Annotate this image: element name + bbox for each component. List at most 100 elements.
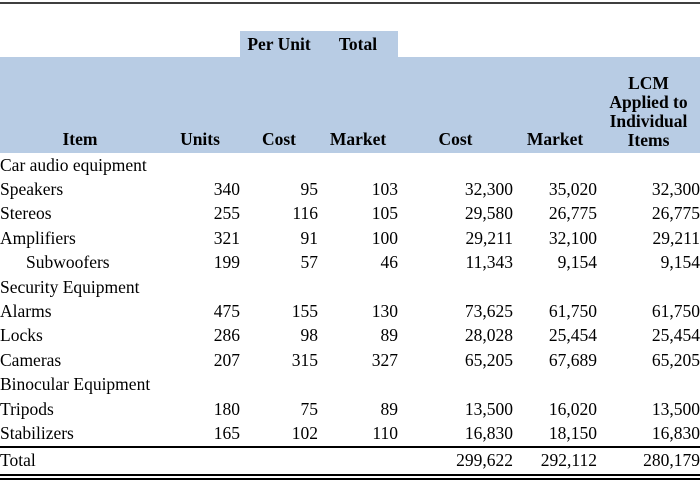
total-cost-value: 299,622 xyxy=(398,445,513,480)
value-cell xyxy=(398,275,513,299)
value-cell: 207 xyxy=(213,349,240,370)
value-cell: 180 xyxy=(213,398,240,419)
value-cell: 98 xyxy=(300,325,319,346)
total-label: Total xyxy=(0,445,160,480)
value-cell: 321 xyxy=(213,227,240,248)
top-rule-line xyxy=(0,2,700,4)
value-cell: 9,154 xyxy=(557,252,597,273)
value-cell xyxy=(160,275,240,299)
value-cell xyxy=(160,445,240,480)
item-row: Locks 286 98 89 28,028 25,454 25,454 xyxy=(0,324,700,348)
section-label: Security Equipment xyxy=(0,276,140,297)
item-label: Locks xyxy=(0,325,43,346)
value-cell: 26,775 xyxy=(548,203,597,224)
section-row: Security Equipment xyxy=(0,275,700,299)
value-cell: 11,343 xyxy=(465,252,513,273)
value-cell: 327 xyxy=(371,349,398,370)
band-spacer xyxy=(160,31,240,57)
value-cell: 18,150 xyxy=(548,422,597,443)
item-label: Alarms xyxy=(0,301,52,322)
value-cell: 75 xyxy=(300,398,319,419)
item-row: Tripods 180 75 89 13,500 16,020 13,500 xyxy=(0,397,700,421)
value-cell xyxy=(513,373,597,397)
value-cell: 25,454 xyxy=(651,325,700,346)
lcm-header-line: Applied to xyxy=(609,92,688,112)
item-row: Stabilizers 165 102 110 16,830 18,150 16,830 xyxy=(0,421,700,446)
value-cell: 91 xyxy=(300,227,319,248)
value-cell: 286 xyxy=(213,325,240,346)
value-cell: 61,750 xyxy=(548,301,597,322)
header-row: Item Units Cost Market Cost Market LCM A… xyxy=(0,57,700,153)
value-cell: 89 xyxy=(380,325,399,346)
col-header-cost-total: Cost xyxy=(398,57,513,153)
value-cell: 255 xyxy=(213,203,240,224)
col-header-market-total: Market xyxy=(513,57,597,153)
value-cell: 13,500 xyxy=(651,398,700,419)
value-cell: 116 xyxy=(292,203,318,224)
value-cell: 130 xyxy=(371,301,398,322)
value-cell xyxy=(318,373,398,397)
value-cell: 29,580 xyxy=(464,203,513,224)
value-cell: 13,500 xyxy=(464,398,513,419)
value-cell: 65,205 xyxy=(651,349,700,370)
item-row: Stereos 255 116 105 29,580 26,775 26,775 xyxy=(0,202,700,226)
value-cell: 16,020 xyxy=(548,398,597,419)
band-spacer xyxy=(398,31,513,57)
value-cell: 35,020 xyxy=(548,179,597,200)
value-cell: 155 xyxy=(291,301,318,322)
lcm-inventory-table: Per Unit Total Item Units Cost Market Co… xyxy=(0,31,700,480)
table-body: Car audio equipment Speakers 340 95 103 32,30… xyxy=(0,153,700,480)
item-label: Tripods xyxy=(0,398,54,419)
item-row: Cameras 207 315 327 65,205 67,689 65,205 xyxy=(0,348,700,372)
item-label: Subwoofers xyxy=(26,252,110,273)
item-label: Stabilizers xyxy=(0,422,74,443)
value-cell xyxy=(160,373,240,397)
col-header-item: Item xyxy=(0,57,160,153)
section-row: Binocular Equipment xyxy=(0,373,700,397)
value-cell xyxy=(597,275,700,299)
band-row: Per Unit Total xyxy=(0,31,700,57)
value-cell: 315 xyxy=(291,349,318,370)
value-cell: 89 xyxy=(380,398,399,419)
col-header-market-per-unit: Market xyxy=(318,57,398,153)
item-row: Amplifiers 321 91 100 29,211 32,100 29,211 xyxy=(0,226,700,250)
value-cell: 28,028 xyxy=(464,325,513,346)
value-cell xyxy=(513,153,597,177)
value-cell xyxy=(513,275,597,299)
item-row: Speakers 340 95 103 32,300 35,020 32,300 xyxy=(0,177,700,201)
section-label: Car audio equipment xyxy=(0,154,147,175)
value-cell xyxy=(318,445,398,480)
item-label: Amplifiers xyxy=(0,227,76,248)
value-cell: 25,454 xyxy=(548,325,597,346)
value-cell xyxy=(597,153,700,177)
value-cell xyxy=(398,153,513,177)
value-cell: 32,100 xyxy=(548,227,597,248)
band-spacer xyxy=(0,31,160,57)
item-label: Cameras xyxy=(0,349,62,370)
value-cell xyxy=(240,373,318,397)
band-spacer xyxy=(597,31,700,57)
value-cell: 199 xyxy=(213,252,240,273)
section-label: Binocular Equipment xyxy=(0,374,151,395)
value-cell: 475 xyxy=(213,301,240,322)
value-cell: 67,689 xyxy=(548,349,597,370)
item-label: Speakers xyxy=(0,179,64,200)
value-cell: 340 xyxy=(213,179,240,200)
value-cell xyxy=(597,373,700,397)
value-cell: 73,625 xyxy=(464,301,513,322)
value-cell: 103 xyxy=(371,179,398,200)
lcm-header-line: Individual xyxy=(609,111,688,131)
total-band-label: Total xyxy=(318,31,398,57)
value-cell: 46 xyxy=(380,252,399,273)
value-cell: 26,775 xyxy=(651,203,700,224)
value-cell: 105 xyxy=(371,203,398,224)
value-cell xyxy=(318,275,398,299)
value-cell xyxy=(318,153,398,177)
total-market-value: 292,112 xyxy=(513,445,597,480)
value-cell: 61,750 xyxy=(651,301,700,322)
value-cell: 32,300 xyxy=(464,179,513,200)
lcm-header-line: LCM xyxy=(628,73,669,93)
total-lcm-value: 280,179 xyxy=(597,445,700,480)
value-cell xyxy=(160,153,240,177)
